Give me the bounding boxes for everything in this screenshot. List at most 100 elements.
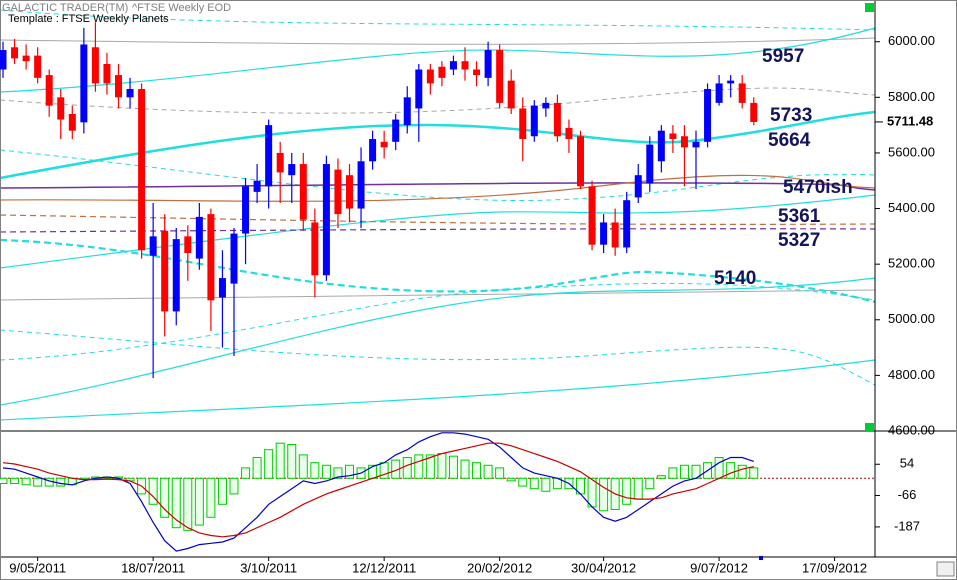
candle-body [611,222,619,248]
chart-title: ^FTSE Weekly EOD [132,2,231,14]
candle-body [265,125,273,187]
candle-body [623,200,631,248]
histogram-bar [737,464,747,479]
histogram-bar [645,477,655,490]
candle-body [172,239,180,312]
planet-line [0,277,876,406]
app-name: GALACTIC TRADER(TM) [2,2,128,14]
planet-line [0,110,876,180]
candle-body [195,216,203,259]
status-icon [865,3,874,12]
y-tick-label: -66 [898,487,917,502]
histogram-bar [194,477,204,526]
indicator-line [2,442,754,538]
candle-body [449,61,457,70]
histogram-bar [171,477,181,529]
histogram-bar [726,462,736,479]
histogram-bar [402,456,412,479]
planet-line [0,359,876,421]
candle-body [507,80,515,109]
annotation: 5470ish [783,177,853,198]
histogram-bar [333,467,343,479]
histogram-bar [472,462,482,479]
histogram-bar [217,477,227,505]
candle-body [577,136,584,187]
candle-body [242,186,250,234]
candle-body [426,69,434,84]
annotation: 5140 [714,268,756,289]
histogram [0,442,759,531]
histogram-bar [714,456,724,479]
histogram-bar [529,477,539,490]
histogram-bar [206,477,216,518]
histogram-bar [160,477,170,518]
histogram-bar [275,442,285,479]
candle-body [22,55,30,62]
candle-body [669,133,677,140]
annotation: 5733 [770,105,812,126]
candle-body [346,175,353,209]
y-tick-label: 4600.00 [888,422,935,437]
candle-body [380,141,388,148]
histogram-bar [287,443,297,479]
candle-body [600,222,608,245]
candle-body [184,236,192,254]
y-tick-label: 6000.00 [888,33,935,48]
indicator-line [2,432,754,552]
candle-body [80,44,88,123]
candles [0,22,758,379]
candle-body [138,88,146,251]
tf-button[interactable] [936,561,955,577]
histogram-bar [541,477,551,492]
histogram-bar [679,464,689,479]
histogram-bar [425,454,435,479]
histogram-bar [633,477,643,500]
candle-body [322,164,330,276]
candle-body [230,233,238,284]
histogram-bar [321,464,331,479]
histogram-bar [587,477,597,508]
y-tick-label: 5600.00 [888,144,935,159]
chart-subtitle: Template : FTSE Weekly Planets [8,13,169,25]
candle-body [161,230,169,312]
y-tick-label: 4800.00 [888,367,935,382]
candle-body [218,278,226,298]
candle-body [565,127,573,140]
candle-body [11,47,19,59]
candle-body [704,88,712,142]
candle-body [253,180,261,192]
candle-body [588,186,596,245]
status-icon [865,423,874,431]
annotation: 5361 [778,206,821,227]
candle-body [91,47,99,84]
candle-body [334,169,342,215]
y-tick-label: 5000.00 [888,311,935,326]
histogram-bar [495,467,505,479]
candle-body [276,152,284,173]
candle-body [727,80,735,84]
candle-body [115,75,122,98]
histogram-bar [264,449,274,479]
candle-body [207,214,215,301]
candle-body [149,236,157,256]
histogram-bar [21,477,31,486]
x-tick-label: 9/07/2012 [690,560,748,575]
histogram-bar [518,477,528,487]
y-tick-label: 54 [900,456,914,471]
annotation: 5957 [762,46,804,67]
planet-line [0,37,876,45]
candle-body [0,50,7,70]
histogram-bar [298,454,308,479]
candle-body [461,61,469,70]
planet-line [0,9,876,31]
x-tick-label: 30/04/2012 [571,560,636,575]
planet-lines [0,9,876,421]
candle-body [299,164,307,220]
histogram-bar [668,467,678,479]
x-tick-label: 18/07/2011 [121,560,185,575]
candle-body [657,130,665,162]
histogram-bar [241,467,251,479]
candle-body [715,83,723,103]
candle-body [646,144,654,184]
annotation: 5327 [778,230,820,251]
